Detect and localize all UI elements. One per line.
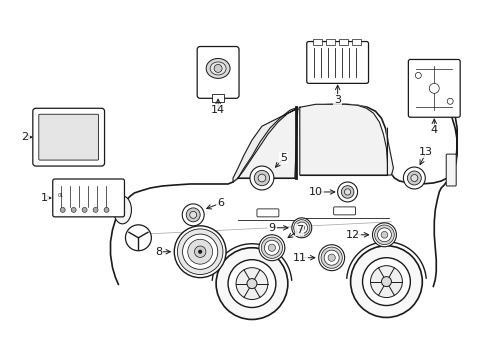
FancyBboxPatch shape <box>334 207 356 215</box>
Circle shape <box>372 223 396 247</box>
Circle shape <box>261 237 283 258</box>
Circle shape <box>254 170 270 186</box>
Text: 11: 11 <box>293 253 307 263</box>
Circle shape <box>250 166 274 190</box>
Text: 14: 14 <box>211 105 225 115</box>
Circle shape <box>214 64 222 72</box>
Text: 01: 01 <box>58 193 64 198</box>
Text: 10: 10 <box>309 187 323 197</box>
FancyBboxPatch shape <box>39 114 98 160</box>
Polygon shape <box>300 104 388 175</box>
Circle shape <box>296 222 308 234</box>
Circle shape <box>294 220 310 236</box>
Circle shape <box>375 225 394 244</box>
FancyBboxPatch shape <box>307 41 368 84</box>
FancyBboxPatch shape <box>446 154 456 186</box>
Circle shape <box>447 98 453 104</box>
Circle shape <box>258 174 266 182</box>
Circle shape <box>60 207 65 212</box>
Circle shape <box>183 234 218 269</box>
Text: 13: 13 <box>419 147 433 157</box>
Circle shape <box>338 182 358 202</box>
Text: 8: 8 <box>155 247 162 257</box>
Circle shape <box>265 240 279 255</box>
Text: 12: 12 <box>345 230 360 240</box>
Bar <box>339 39 347 45</box>
Circle shape <box>299 225 305 231</box>
Ellipse shape <box>114 196 131 224</box>
FancyBboxPatch shape <box>408 59 460 117</box>
Circle shape <box>198 249 202 254</box>
Circle shape <box>247 279 257 289</box>
FancyBboxPatch shape <box>53 179 124 217</box>
Circle shape <box>350 246 422 318</box>
Circle shape <box>324 250 339 265</box>
Circle shape <box>216 248 288 319</box>
Circle shape <box>403 167 425 189</box>
Ellipse shape <box>206 58 230 78</box>
Text: 6: 6 <box>218 198 224 208</box>
Circle shape <box>190 211 196 219</box>
Circle shape <box>344 189 351 195</box>
Circle shape <box>407 171 421 185</box>
Circle shape <box>370 266 402 298</box>
FancyBboxPatch shape <box>257 209 279 217</box>
Circle shape <box>292 218 312 238</box>
Circle shape <box>328 254 335 261</box>
Circle shape <box>416 72 421 78</box>
Circle shape <box>411 175 418 181</box>
Circle shape <box>188 239 213 264</box>
Circle shape <box>125 225 151 251</box>
Circle shape <box>93 207 98 212</box>
Circle shape <box>104 207 109 212</box>
Circle shape <box>381 231 388 238</box>
Circle shape <box>236 268 268 300</box>
Bar <box>352 39 361 45</box>
Circle shape <box>174 226 226 278</box>
Circle shape <box>377 228 392 242</box>
Circle shape <box>363 258 410 306</box>
Text: 5: 5 <box>280 153 287 163</box>
Polygon shape <box>238 107 298 178</box>
Ellipse shape <box>210 62 226 75</box>
Text: 3: 3 <box>334 95 341 105</box>
Text: 7: 7 <box>296 225 303 235</box>
Bar <box>212 94 224 102</box>
Text: 9: 9 <box>269 223 275 233</box>
Circle shape <box>321 247 343 268</box>
Text: 4: 4 <box>431 125 438 135</box>
Circle shape <box>82 207 87 212</box>
FancyBboxPatch shape <box>197 46 239 98</box>
Circle shape <box>186 208 200 222</box>
Text: 1: 1 <box>41 193 49 203</box>
Bar <box>326 39 335 45</box>
Bar <box>313 39 322 45</box>
Polygon shape <box>233 108 298 182</box>
Circle shape <box>182 204 204 226</box>
Circle shape <box>268 244 275 251</box>
Circle shape <box>259 235 285 261</box>
Circle shape <box>382 276 392 287</box>
Circle shape <box>228 260 276 307</box>
Circle shape <box>342 186 354 198</box>
Circle shape <box>195 246 206 257</box>
Circle shape <box>177 229 223 275</box>
Circle shape <box>71 207 76 212</box>
Circle shape <box>318 245 344 271</box>
Polygon shape <box>388 128 393 175</box>
Polygon shape <box>111 104 457 300</box>
Circle shape <box>429 84 439 93</box>
Text: 2: 2 <box>21 132 28 142</box>
FancyBboxPatch shape <box>33 108 104 166</box>
